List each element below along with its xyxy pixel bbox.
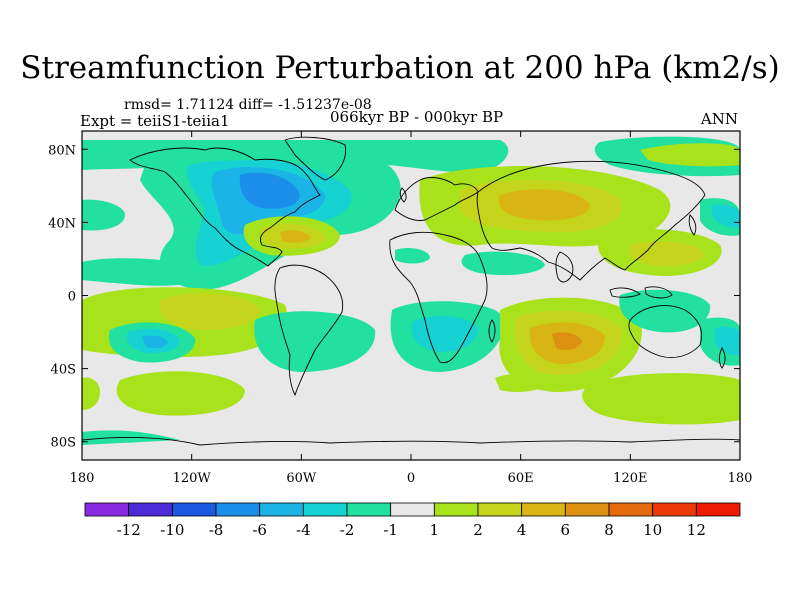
contour-positive-so-2 — [116, 371, 246, 416]
y-tick-label: 0 — [68, 290, 76, 305]
coast-antarctica — [82, 437, 740, 446]
contour-positive-so-1 — [582, 373, 740, 425]
colorbar-swatch — [128, 502, 173, 517]
contour-negative-west — [82, 199, 125, 231]
coast-australia — [628, 305, 703, 358]
contour-arctic-east-pos — [640, 143, 740, 167]
x-tick-label: 60W — [286, 471, 317, 486]
coast-asia — [476, 160, 706, 281]
colorbar-label: -1 — [383, 521, 398, 539]
coastlines — [82, 136, 740, 446]
colorbar-label: 8 — [604, 521, 614, 539]
colorbar-swatch — [521, 502, 566, 517]
coast-north-america — [129, 147, 321, 267]
colorbar-swatch — [608, 502, 654, 517]
colorbar-label: 1 — [430, 521, 440, 539]
colorbar-label: -4 — [296, 521, 311, 539]
contour-negative-east-s-m2 — [715, 326, 740, 356]
contour-negative-sam — [254, 311, 376, 372]
coast-africa — [389, 231, 488, 364]
contour-negative-safr-m2 — [411, 316, 478, 352]
x-tick-label: 120E — [613, 471, 647, 486]
x-tick-label: 0 — [407, 471, 415, 486]
contour-negative-trop-3 — [82, 258, 211, 286]
contour-positive-gulf-p4 — [280, 230, 310, 243]
colorbar-label: -6 — [252, 521, 267, 539]
y-tick-label: 40N — [48, 216, 76, 231]
contour-positive-wpac-p2 — [628, 241, 705, 267]
contour-negative-trop-1 — [395, 247, 430, 264]
colorbar-swatch — [259, 502, 304, 517]
season-label: ANN — [700, 110, 738, 128]
colorbar-swatch — [652, 502, 697, 517]
coast-nz — [718, 347, 726, 369]
y-tick-label: 80S — [51, 436, 76, 451]
axis-ticks: 180 120W 60W 0 60E 120E 180 80N 40N 0 40S 80S — [48, 131, 752, 486]
coast-india — [555, 251, 574, 283]
contour-field — [82, 131, 740, 460]
colorbar-label: -10 — [160, 521, 184, 539]
stats-line: rmsd= 1.71124 diff= -1.51237e-08 — [124, 97, 372, 113]
period-label: 066kyr BP - 000kyr BP — [330, 108, 504, 126]
contour-negative-spac-m4 — [142, 335, 168, 349]
colorbar-label: 12 — [687, 521, 706, 539]
colorbar: -12 -10 -8 -6 -4 -2 -1 1 2 4 6 8 10 12 — [84, 502, 741, 539]
coast-greenland — [284, 136, 346, 181]
experiment-label: Expt = teiiS1-teiia1 — [80, 112, 230, 130]
colorbar-label: 4 — [517, 521, 527, 539]
colorbar-swatch — [390, 502, 435, 517]
colorbar-label: 2 — [473, 521, 483, 539]
colorbar-swatch — [215, 502, 261, 517]
contour-positive-so-west — [82, 377, 100, 410]
coast-japan — [688, 214, 697, 236]
contour-negative-trop-2 — [461, 251, 545, 276]
y-tick-label: 80N — [48, 143, 76, 158]
colorbar-swatch — [564, 502, 610, 517]
colorbar-label: -2 — [340, 521, 355, 539]
colorbar-swatch — [433, 502, 479, 517]
x-tick-label: 180 — [70, 471, 95, 486]
colorbar-swatch — [171, 502, 217, 517]
contour-negative-east-m2 — [712, 204, 740, 228]
colorbar-label: -12 — [117, 521, 141, 539]
colorbar-label: 6 — [561, 521, 571, 539]
coast-madagascar — [488, 319, 496, 343]
colorbar-swatch — [84, 502, 130, 517]
contour-negative-aus — [619, 289, 711, 333]
contour-positive-eurasia-p4 — [499, 189, 590, 221]
contour-positive-spac-p2 — [159, 293, 260, 330]
colorbar-swatch — [346, 502, 392, 517]
coast-uk — [399, 187, 407, 203]
colorbar-label: -8 — [209, 521, 224, 539]
x-tick-label: 60E — [508, 471, 534, 486]
colorbar-swatch — [477, 502, 523, 517]
coast-maritime — [609, 286, 673, 299]
colorbar-label: 10 — [643, 521, 662, 539]
contour-positive-so-3 — [495, 373, 545, 392]
colorbar-swatch — [695, 502, 741, 517]
coast-south-america — [274, 264, 344, 397]
plot-title: Streamfunction Perturbation at 200 hPa (… — [20, 50, 780, 86]
x-tick-label: 180 — [728, 471, 753, 486]
x-tick-label: 120W — [173, 471, 212, 486]
contour-negative-na-m6 — [239, 172, 300, 209]
y-tick-label: 40S — [51, 363, 76, 378]
contour-positive-io-p6 — [552, 332, 582, 350]
colorbar-swatch — [302, 502, 348, 517]
